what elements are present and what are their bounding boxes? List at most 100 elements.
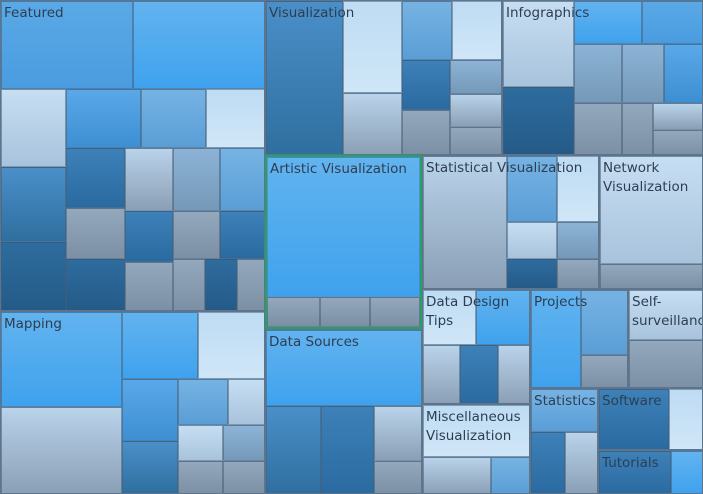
treemap-cell[interactable] bbox=[125, 211, 173, 262]
treemap-cell[interactable] bbox=[1, 167, 66, 242]
treemap-cell[interactable] bbox=[223, 461, 264, 493]
treemap-cell[interactable] bbox=[565, 432, 597, 493]
group-miscellaneous-visualization[interactable]: Miscellaneous Visualization bbox=[422, 404, 530, 494]
treemap-cell[interactable] bbox=[343, 93, 402, 154]
treemap-cell[interactable] bbox=[205, 259, 237, 310]
group-artistic-visualization[interactable]: Artistic Visualization bbox=[265, 155, 422, 329]
treemap-cell[interactable] bbox=[141, 89, 206, 148]
treemap-cell[interactable] bbox=[557, 259, 598, 288]
group-statistics[interactable]: Statistics bbox=[530, 388, 598, 494]
treemap-cell[interactable] bbox=[374, 406, 421, 461]
treemap-cell[interactable] bbox=[574, 1, 642, 44]
treemap-cell[interactable] bbox=[1, 312, 122, 407]
treemap-cell[interactable] bbox=[423, 405, 529, 457]
treemap-cell[interactable] bbox=[629, 340, 702, 387]
treemap-cell[interactable] bbox=[507, 222, 557, 259]
treemap-cell[interactable] bbox=[669, 389, 702, 449]
treemap-cell[interactable] bbox=[557, 222, 598, 259]
treemap-cell[interactable] bbox=[223, 425, 264, 461]
group-self-surveillance[interactable]: Self- surveillance bbox=[628, 289, 703, 388]
treemap-cell[interactable] bbox=[267, 297, 320, 327]
treemap-cell[interactable] bbox=[599, 389, 669, 449]
group-projects[interactable]: Projects bbox=[530, 289, 628, 388]
treemap-cell[interactable] bbox=[600, 264, 702, 288]
group-software[interactable]: Software bbox=[598, 388, 703, 450]
treemap-cell[interactable] bbox=[125, 148, 173, 211]
treemap-cell[interactable] bbox=[1, 242, 66, 310]
treemap-cell[interactable] bbox=[600, 156, 702, 264]
treemap-cell[interactable] bbox=[220, 211, 264, 259]
treemap-cell[interactable] bbox=[671, 451, 702, 493]
treemap-cell[interactable] bbox=[122, 379, 178, 441]
treemap-cell[interactable] bbox=[507, 156, 557, 222]
treemap-cell[interactable] bbox=[66, 89, 141, 148]
treemap-cell[interactable] bbox=[498, 345, 529, 403]
treemap-cell[interactable] bbox=[574, 44, 622, 103]
group-featured[interactable]: Featured bbox=[0, 0, 265, 311]
treemap-cell[interactable] bbox=[581, 290, 627, 355]
treemap-cell[interactable] bbox=[228, 379, 264, 425]
treemap-cell[interactable] bbox=[267, 157, 420, 297]
treemap-cell[interactable] bbox=[581, 355, 627, 387]
treemap-cell[interactable] bbox=[503, 1, 574, 87]
treemap-cell[interactable] bbox=[642, 1, 702, 44]
treemap-cell[interactable] bbox=[531, 290, 581, 387]
treemap-cell[interactable] bbox=[374, 461, 421, 493]
treemap-cell[interactable] bbox=[220, 148, 264, 211]
treemap-cell[interactable] bbox=[491, 457, 529, 493]
treemap-cell[interactable] bbox=[423, 345, 460, 403]
treemap-cell[interactable] bbox=[476, 290, 529, 345]
treemap-cell[interactable] bbox=[450, 127, 501, 154]
treemap-cell[interactable] bbox=[173, 148, 220, 211]
group-visualization[interactable]: Visualization bbox=[265, 0, 502, 155]
treemap-cell[interactable] bbox=[622, 103, 653, 154]
treemap-cell[interactable] bbox=[343, 1, 402, 93]
treemap-cell[interactable] bbox=[664, 44, 702, 103]
treemap-cell[interactable] bbox=[423, 156, 507, 288]
treemap-cell[interactable] bbox=[557, 156, 598, 222]
treemap-cell[interactable] bbox=[503, 87, 574, 154]
treemap-cell[interactable] bbox=[402, 1, 452, 60]
treemap-cell[interactable] bbox=[653, 103, 702, 130]
treemap-cell[interactable] bbox=[206, 89, 264, 148]
treemap-cell[interactable] bbox=[531, 389, 597, 432]
group-data-design-tips[interactable]: Data Design Tips bbox=[422, 289, 530, 404]
group-mapping[interactable]: Mapping bbox=[0, 311, 265, 494]
treemap-cell[interactable] bbox=[173, 259, 205, 310]
group-tutorials[interactable]: Tutorials bbox=[598, 450, 703, 494]
treemap-cell[interactable] bbox=[122, 312, 198, 379]
treemap-cell[interactable] bbox=[66, 208, 125, 259]
treemap-cell[interactable] bbox=[173, 211, 220, 259]
treemap-cell[interactable] bbox=[507, 259, 557, 288]
treemap-cell[interactable] bbox=[423, 457, 491, 493]
treemap-cell[interactable] bbox=[450, 94, 501, 127]
treemap-cell[interactable] bbox=[122, 441, 178, 493]
treemap-cell[interactable] bbox=[450, 60, 501, 94]
treemap-cell[interactable] bbox=[1, 407, 122, 493]
treemap-cell[interactable] bbox=[452, 1, 501, 60]
treemap-cell[interactable] bbox=[266, 406, 321, 493]
treemap-cell[interactable] bbox=[133, 1, 264, 89]
treemap-cell[interactable] bbox=[178, 379, 228, 425]
treemap-cell[interactable] bbox=[66, 148, 125, 208]
treemap-cell[interactable] bbox=[66, 259, 125, 310]
treemap-cell[interactable] bbox=[178, 425, 223, 461]
treemap-cell[interactable] bbox=[402, 60, 450, 110]
treemap-cell[interactable] bbox=[266, 330, 421, 406]
group-infographics[interactable]: Infographics bbox=[502, 0, 703, 155]
treemap-cell[interactable] bbox=[460, 345, 498, 403]
group-statistical-visualization[interactable]: Statistical Visualization bbox=[422, 155, 599, 289]
group-data-sources[interactable]: Data Sources bbox=[265, 329, 422, 494]
treemap-cell[interactable] bbox=[370, 297, 420, 327]
treemap-cell[interactable] bbox=[1, 1, 133, 89]
treemap-cell[interactable] bbox=[321, 406, 374, 493]
treemap-cell[interactable] bbox=[599, 451, 671, 493]
treemap-cell[interactable] bbox=[1, 89, 66, 167]
treemap-cell[interactable] bbox=[423, 290, 476, 345]
treemap-cell[interactable] bbox=[178, 461, 223, 493]
treemap-cell[interactable] bbox=[320, 297, 370, 327]
treemap-cell[interactable] bbox=[266, 1, 343, 154]
treemap-cell[interactable] bbox=[629, 290, 702, 340]
treemap-cell[interactable] bbox=[198, 312, 264, 379]
treemap-cell[interactable] bbox=[574, 103, 622, 154]
